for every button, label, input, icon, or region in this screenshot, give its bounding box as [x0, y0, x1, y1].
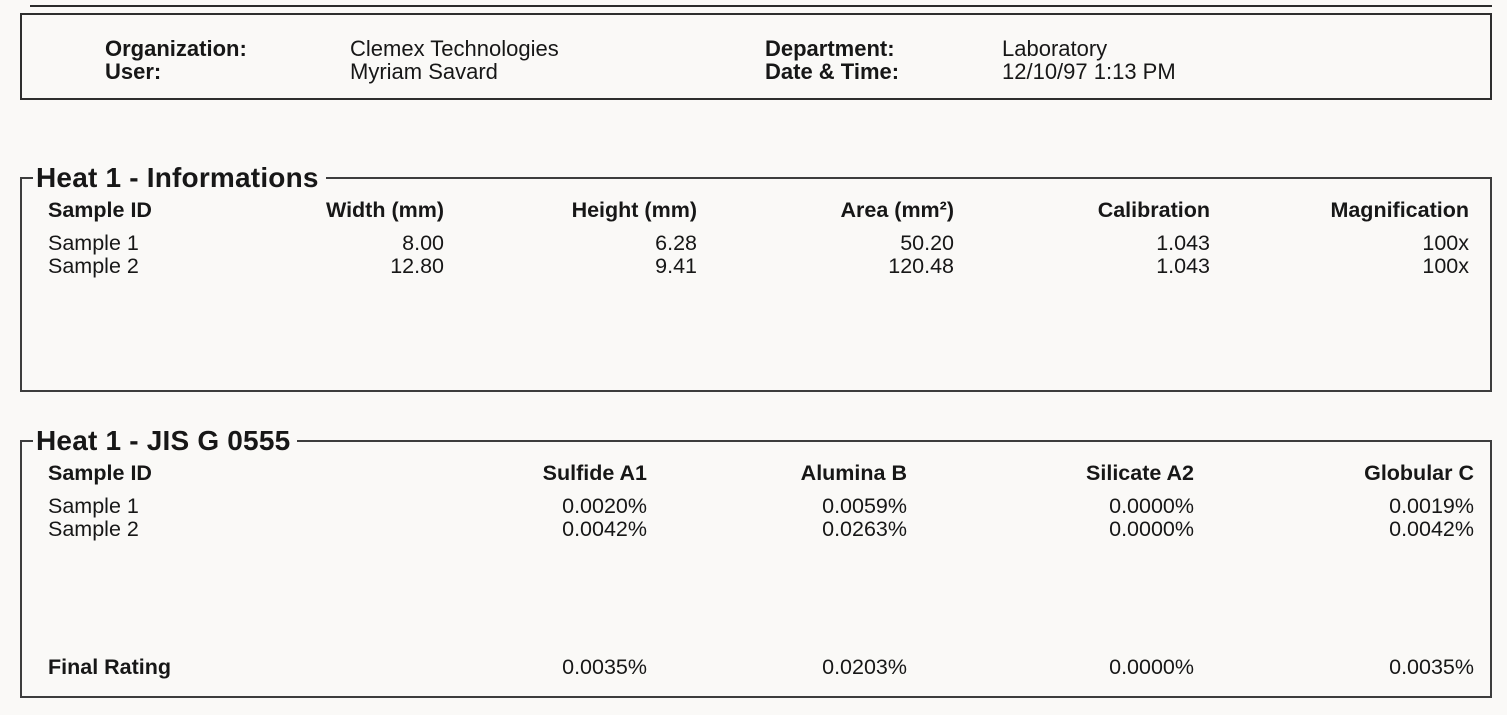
column-header-sample-id: Sample ID [48, 461, 152, 485]
report-header: Organization: Clemex Technologies User: My… [20, 13, 1492, 100]
final-rating-globular-c: 0.0035% [1389, 655, 1474, 679]
width-cell: 8.00 [402, 231, 444, 255]
samples-table-header-row: Sample ID Width (mm) Height (mm) Area (m… [48, 199, 1469, 232]
calibration-cell: 1.043 [1156, 254, 1210, 278]
height-cell: 6.28 [655, 231, 697, 255]
final-rating-label: Final Rating [48, 655, 172, 679]
sulfide-a1-cell: 0.0042% [562, 517, 647, 541]
area-cell: 120.48 [888, 254, 954, 278]
samples-table: Sample ID Width (mm) Height (mm) Area (m… [48, 199, 1469, 278]
header-left-group: Organization: Clemex Technologies User: My… [105, 37, 559, 83]
table-row-sample-1: Sample 1 0.0020% 0.0059% 0.0000% 0.0019% [48, 495, 1474, 518]
column-header-height: Height (mm) [571, 198, 697, 222]
final-rating-silicate-a2: 0.0000% [1109, 655, 1194, 679]
user-value: Myriam Savard [350, 59, 498, 84]
silicate-a2-cell: 0.0000% [1109, 517, 1194, 541]
sample-id-cell: Sample 2 [48, 254, 139, 278]
column-header-area: Area (mm²) [840, 198, 955, 222]
datetime-value: 12/10/97 1:13 PM [1002, 59, 1176, 84]
silicate-a2-cell: 0.0000% [1109, 494, 1194, 518]
header-right-group: Department: Laboratory Date & Time: 12/10/… [765, 37, 1176, 83]
table-row-sample-2: Sample 2 12.80 9.41 120.48 1.043 100x [48, 255, 1469, 278]
column-header-globular-c: Globular C [1364, 461, 1474, 485]
organization-row: Organization: Clemex Technologies [105, 37, 559, 60]
column-header-sulfide-a1: Sulfide A1 [542, 461, 647, 485]
department-value: Laboratory [1002, 36, 1108, 61]
organization-label: Organization: [105, 36, 247, 61]
final-rating-sulfide-a1: 0.0035% [562, 655, 647, 679]
column-header-alumina-b: Alumina B [800, 461, 907, 485]
magnification-cell: 100x [1422, 231, 1469, 255]
user-label: User: [105, 59, 162, 84]
column-header-calibration: Calibration [1097, 198, 1210, 222]
department-label: Department: [765, 36, 895, 61]
column-header-magnification: Magnification [1330, 198, 1469, 222]
sample-id-cell: Sample 2 [48, 517, 139, 541]
jis-ratings-table: Sample ID Sulfide A1 Alumina B Silicate … [48, 462, 1474, 679]
calibration-cell: 1.043 [1156, 231, 1210, 255]
organization-value: Clemex Technologies [350, 36, 559, 61]
globular-c-cell: 0.0019% [1389, 494, 1474, 518]
alumina-b-cell: 0.0263% [822, 517, 907, 541]
column-header-sample-id: Sample ID [48, 198, 152, 222]
column-header-silicate-a2: Silicate A2 [1086, 461, 1194, 485]
table-row-sample-1: Sample 1 8.00 6.28 50.20 1.043 100x [48, 232, 1469, 255]
area-cell: 50.20 [900, 231, 954, 255]
final-rating-row: Final Rating 0.0035% 0.0203% 0.0000% 0.0… [48, 541, 1474, 679]
section-title: Heat 1 - JIS G 0555 [33, 427, 298, 455]
sample-id-cell: Sample 1 [48, 231, 139, 255]
column-header-width: Width (mm) [325, 198, 444, 222]
section-title: Heat 1 - Informations [33, 164, 326, 192]
globular-c-cell: 0.0042% [1389, 517, 1474, 541]
department-row: Department: Laboratory [765, 37, 1176, 60]
top-rule [30, 5, 1492, 7]
sample-id-cell: Sample 1 [48, 494, 139, 518]
section-heat1-informations: Heat 1 - Informations Sample ID Width (m… [20, 164, 1492, 392]
sulfide-a1-cell: 0.0020% [562, 494, 647, 518]
jis-table-header-row: Sample ID Sulfide A1 Alumina B Silicate … [48, 462, 1474, 495]
datetime-label: Date & Time: [765, 59, 900, 84]
width-cell: 12.80 [390, 254, 444, 278]
table-row-sample-2: Sample 2 0.0042% 0.0263% 0.0000% 0.0042% [48, 518, 1474, 541]
datetime-row: Date & Time: 12/10/97 1:13 PM [765, 60, 1176, 83]
alumina-b-cell: 0.0059% [822, 494, 907, 518]
final-rating-alumina-b: 0.0203% [822, 655, 907, 679]
user-row: User: Myriam Savard [105, 60, 559, 83]
height-cell: 9.41 [655, 254, 697, 278]
magnification-cell: 100x [1422, 254, 1469, 278]
section-heat1-jis-g-0555: Heat 1 - JIS G 0555 Sample ID Sulfide A1… [20, 427, 1492, 698]
